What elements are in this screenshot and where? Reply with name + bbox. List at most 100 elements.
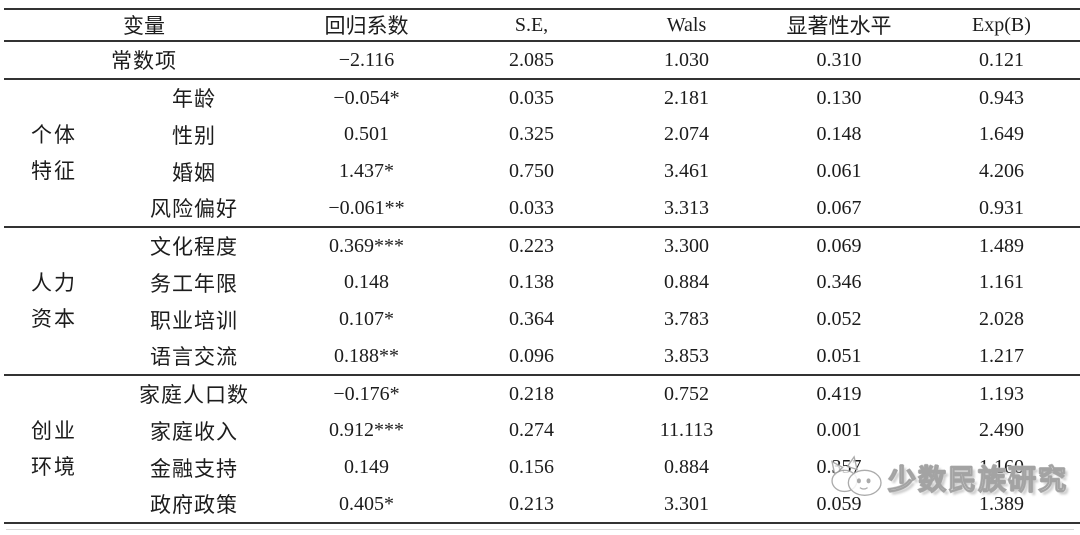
value-cell: 0.884 — [664, 456, 709, 478]
value-cell: 11.113 — [659, 419, 714, 441]
variable-name: 语言交流 — [150, 345, 238, 369]
group-label: 个体 特征 — [31, 123, 77, 183]
value-cell: 2.074 — [664, 123, 709, 145]
table-row: 人力 资本 文化程度 0.369*** 0.223 3.300 0.069 1.489 — [4, 227, 1080, 332]
table-row: 婚姻 1.437* 0.750 3.461 0.061 4.206 — [4, 153, 1080, 190]
value-cell: 0.059 — [816, 492, 862, 515]
value-cell: 0.069 — [816, 234, 862, 257]
variable-name: 职业培训 — [150, 308, 238, 333]
value-cell: 0.052 — [816, 308, 862, 330]
value-cell: 0.218 — [509, 382, 554, 405]
value-cell: 1.649 — [979, 123, 1024, 145]
table-row: 性别 0.501 0.325 2.074 0.148 1.649 — [4, 116, 1080, 153]
col-header-wals: Wals — [666, 13, 707, 36]
variable-name: 婚姻 — [172, 160, 216, 185]
value-cell: 0.138 — [509, 271, 554, 293]
variable-name: 家庭收入 — [150, 419, 238, 444]
value-cell: 3.853 — [664, 344, 709, 367]
constant-section: 常数项 −2.116 2.085 1.030 0.310 0.121 — [4, 41, 1080, 79]
value-cell: 2.181 — [664, 86, 709, 109]
regression-table-page: 变量 回归系数 S.E, Wals 显著性水平 Exp(B) 常数项 −2.11… — [0, 8, 1080, 535]
group-label: 人力 资本 — [31, 271, 77, 331]
variable-name: 年龄 — [172, 87, 216, 111]
value-cell: 0.213 — [509, 492, 554, 515]
col-header-exp-b: Exp(B) — [972, 13, 1031, 36]
value-cell: 0.149 — [344, 456, 389, 478]
value-cell: 1.437* — [339, 160, 394, 182]
value-cell: 0.310 — [816, 48, 862, 71]
value-cell: 0.750 — [509, 160, 554, 182]
variable-name: 风险偏好 — [150, 197, 238, 221]
value-cell: 0.051 — [816, 344, 862, 367]
value-cell: 0.419 — [816, 382, 862, 405]
value-cell: 3.783 — [664, 308, 709, 330]
value-cell: 0.346 — [816, 271, 862, 293]
col-header-se: S.E, — [514, 13, 549, 36]
table-row: 务工年限 0.148 0.138 0.884 0.346 1.161 — [4, 264, 1080, 301]
value-cell: 0.001 — [816, 419, 862, 441]
value-cell: 0.752 — [664, 382, 709, 405]
value-cell: 0.912*** — [329, 419, 404, 441]
value-cell: 0.931 — [979, 196, 1024, 219]
value-cell: 0.188** — [334, 344, 399, 367]
group-label: 创业 环境 — [31, 419, 77, 479]
col-header-significance: 显著性水平 — [786, 14, 892, 38]
regression-table: 变量 回归系数 S.E, Wals 显著性水平 Exp(B) 常数项 −2.11… — [4, 8, 1080, 524]
value-cell: 0.035 — [509, 86, 554, 109]
constant-label: 常数项 — [111, 49, 177, 73]
value-cell: 0.369*** — [329, 234, 404, 257]
value-cell: 3.461 — [664, 160, 709, 182]
value-cell: 2.490 — [979, 419, 1024, 441]
value-cell: 0.067 — [816, 196, 862, 219]
value-cell: 0.148 — [816, 123, 862, 145]
table-row: 创业 环境 家庭人口数 −0.176* 0.218 0.752 0.419 1.193 — [4, 375, 1080, 480]
table-row: 政府政策 0.405* 0.213 3.301 0.059 1.389 — [4, 486, 1080, 523]
value-cell: 1.160 — [979, 456, 1024, 478]
value-cell: 0.033 — [509, 196, 554, 219]
value-cell: 0.156 — [509, 456, 554, 478]
value-cell: 1.193 — [979, 382, 1024, 405]
value-cell: 0.107* — [339, 308, 394, 330]
value-cell: 2.028 — [979, 308, 1024, 330]
value-cell: 1.030 — [664, 48, 709, 71]
table-header: 变量 回归系数 S.E, Wals 显著性水平 Exp(B) — [4, 9, 1080, 41]
table-row: 风险偏好 −0.061** 0.033 3.313 0.067 0.931 — [4, 190, 1080, 227]
value-cell: 0.121 — [979, 48, 1024, 71]
value-cell: 0.405* — [339, 492, 394, 515]
value-cell: 0.943 — [979, 86, 1024, 109]
table-row: 金融支持 0.149 0.156 0.884 0.357 1.160 — [4, 449, 1080, 486]
value-cell: 1.489 — [979, 234, 1024, 257]
table-row: 家庭收入 0.912*** 0.274 11.113 0.001 2.490 — [4, 412, 1080, 449]
variable-name: 性别 — [172, 123, 216, 148]
col-header-coefficient: 回归系数 — [324, 14, 409, 38]
variable-name: 家庭人口数 — [139, 383, 249, 407]
value-cell: 0.274 — [509, 419, 554, 441]
variable-name: 金融支持 — [150, 456, 238, 481]
header-row: 变量 回归系数 S.E, Wals 显著性水平 Exp(B) — [4, 9, 1080, 41]
value-cell: 0.130 — [816, 86, 862, 109]
col-header-variable: 变量 — [123, 14, 165, 38]
value-cell: 3.301 — [664, 492, 709, 515]
value-cell: 2.085 — [509, 48, 554, 71]
value-cell: 3.313 — [664, 196, 709, 219]
value-cell: 0.364 — [509, 308, 554, 330]
variable-name: 文化程度 — [150, 235, 238, 259]
table-row: 职业培训 0.107* 0.364 3.783 0.052 2.028 — [4, 301, 1080, 338]
value-cell: 0.061 — [816, 160, 862, 182]
value-cell: −2.116 — [338, 48, 395, 71]
value-cell: 0.148 — [344, 271, 389, 293]
group-section-3: 创业 环境 家庭人口数 −0.176* 0.218 0.752 0.419 1.193 家庭收入… — [4, 375, 1080, 523]
value-cell: −0.054* — [333, 86, 400, 109]
group-section-1: 个体 特征 年龄 −0.054* 0.035 2.181 0.130 0.943 性别 0.501… — [4, 79, 1080, 227]
value-cell: 0.096 — [509, 344, 554, 367]
group-section-2: 人力 资本 文化程度 0.369*** 0.223 3.300 0.069 1.489 务工年限… — [4, 227, 1080, 375]
table-row: 个体 特征 年龄 −0.054* 0.035 2.181 0.130 0.943 — [4, 79, 1080, 184]
value-cell: −0.061** — [328, 196, 405, 219]
value-cell: 0.884 — [664, 271, 709, 293]
value-cell: 1.217 — [979, 344, 1024, 367]
value-cell: 0.325 — [509, 123, 554, 145]
variable-name: 务工年限 — [150, 271, 238, 296]
value-cell: 0.501 — [344, 123, 389, 145]
value-cell: 1.389 — [979, 492, 1024, 515]
value-cell: 1.161 — [979, 271, 1024, 293]
